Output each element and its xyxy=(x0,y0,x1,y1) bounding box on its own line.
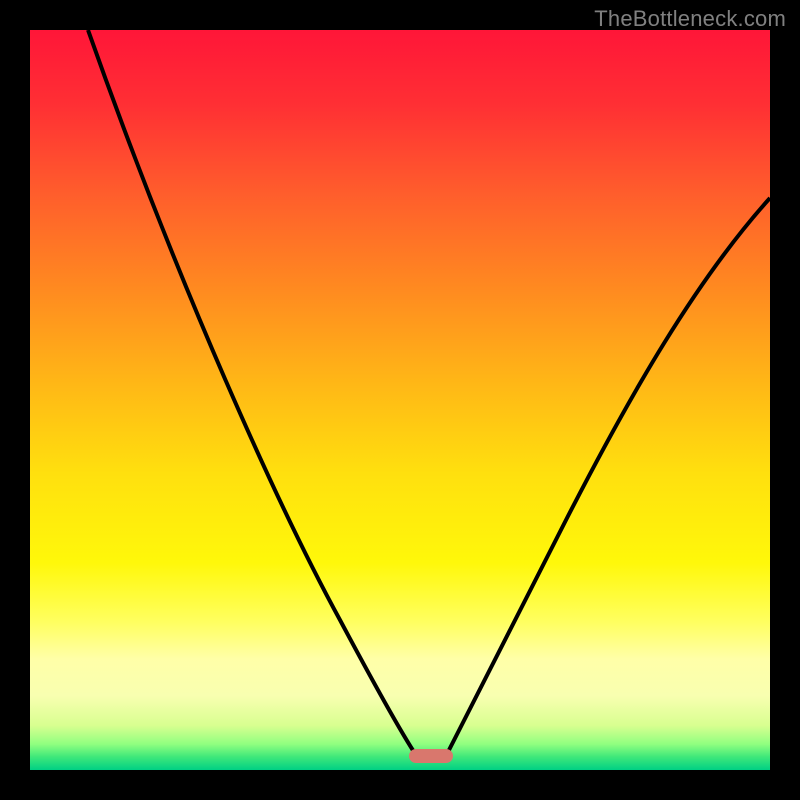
left-curve xyxy=(88,30,414,752)
minimum-marker xyxy=(409,749,453,763)
watermark-text: TheBottleneck.com xyxy=(594,6,786,32)
chart-plot-area xyxy=(30,30,770,770)
right-curve xyxy=(448,198,770,752)
curves-layer xyxy=(30,30,770,770)
